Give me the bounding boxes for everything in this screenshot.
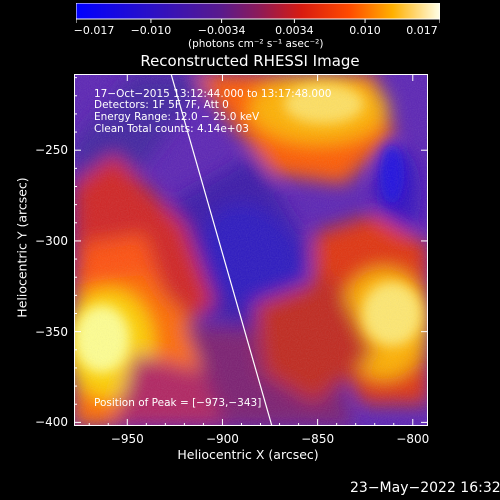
x-tick-label: −900 [205, 432, 239, 446]
colorbar-unit-label: (photons cm⁻² s⁻¹ asec⁻²) [188, 38, 324, 50]
colorbar [76, 3, 440, 23]
y-tick-label: −350 [35, 324, 68, 339]
annotation-detectors: Detectors: 1F 5F 7F, Att 0 [94, 99, 229, 111]
solar-limb-line [170, 74, 273, 426]
colorbar-tick-label: 0.010 [349, 24, 381, 37]
x-tick-label: −850 [301, 432, 335, 446]
annotation-time-range: 17−Oct−2015 13:12:44.000 to 13:17:48.000 [94, 88, 332, 100]
heatmap-plot [74, 74, 428, 426]
colorbar-tick-label: 0.017 [406, 24, 438, 37]
colorbar-tick-label: −0.017 [73, 24, 115, 37]
x-axis-label: Heliocentric X (arcsec) [177, 447, 319, 462]
x-tick-label: −800 [396, 432, 430, 446]
generation-date: 23−May−2022 16:32 [350, 480, 500, 496]
colorbar-tick-label: −0.010 [130, 24, 172, 37]
colorbar-tick-label: 0.0034 [275, 24, 314, 37]
y-axis-label: Heliocentric Y (arcsec) [14, 177, 30, 318]
y-tick-label: −400 [35, 415, 68, 430]
annotation-energy-range: Energy Range: 12.0 − 25.0 keV [94, 111, 260, 123]
y-tick-label: −300 [35, 233, 68, 248]
chart-title: Reconstructed RHESSI Image [140, 52, 360, 70]
annotation-counts: Clean Total counts: 4.14e+03 [94, 123, 249, 135]
y-tick-label: −250 [35, 143, 68, 158]
colorbar-tick-label: −0.0034 [197, 24, 246, 37]
peak-position-label: Position of Peak = [−973,−343] [94, 397, 262, 409]
x-tick-label: −950 [110, 432, 144, 446]
